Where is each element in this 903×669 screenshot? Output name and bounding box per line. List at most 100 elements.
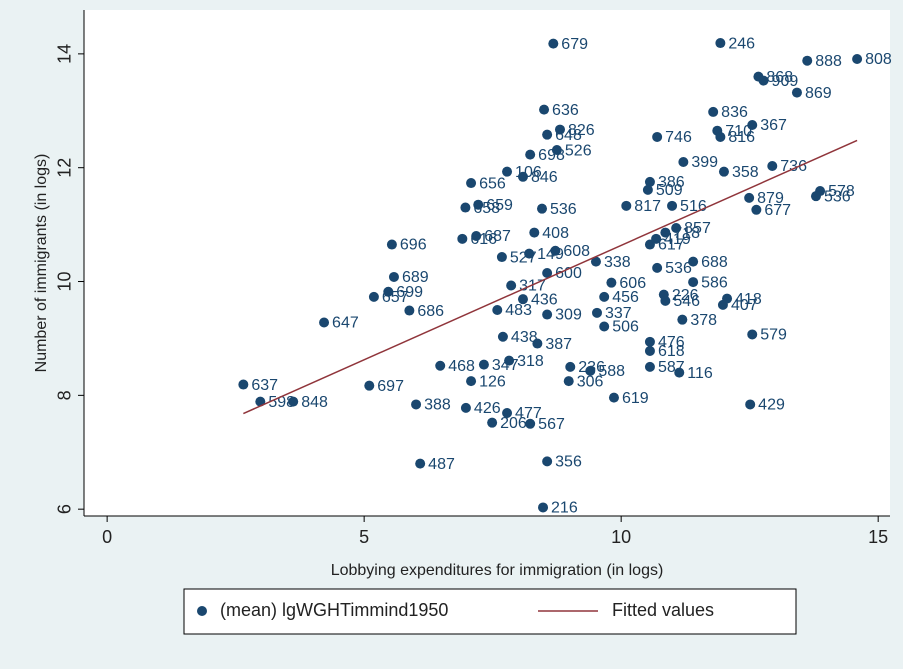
point bbox=[660, 295, 671, 306]
point-label: 586 bbox=[701, 274, 728, 291]
point-label: 546 bbox=[673, 293, 700, 310]
point bbox=[504, 355, 515, 366]
point-label: 808 bbox=[865, 51, 892, 68]
point bbox=[852, 53, 863, 64]
point-label: 386 bbox=[658, 174, 685, 191]
point-label: 536 bbox=[824, 188, 851, 205]
point bbox=[404, 305, 415, 316]
point bbox=[671, 223, 682, 234]
point bbox=[551, 145, 562, 156]
point-label: 306 bbox=[577, 373, 604, 390]
point-label: 888 bbox=[815, 53, 842, 70]
legend-label: Fitted values bbox=[612, 600, 714, 620]
point-label: 356 bbox=[555, 454, 582, 471]
point-label: 338 bbox=[604, 254, 631, 271]
point bbox=[388, 271, 399, 282]
point bbox=[457, 233, 468, 244]
point bbox=[471, 230, 482, 241]
point-label: 399 bbox=[691, 154, 718, 171]
point bbox=[502, 407, 513, 418]
point bbox=[525, 418, 536, 429]
point bbox=[435, 360, 446, 371]
point bbox=[525, 149, 536, 160]
point-label: 509 bbox=[656, 182, 683, 199]
point-label: 536 bbox=[665, 260, 692, 277]
point-label: 600 bbox=[555, 265, 582, 282]
point bbox=[644, 361, 655, 372]
point-label: 388 bbox=[424, 397, 451, 414]
point-label: 816 bbox=[728, 129, 755, 146]
point bbox=[565, 361, 576, 372]
point-label: 588 bbox=[598, 363, 625, 380]
point bbox=[791, 87, 802, 98]
point-label: 477 bbox=[515, 405, 542, 422]
point-label: 817 bbox=[634, 198, 661, 215]
point-label: 699 bbox=[396, 284, 423, 301]
point bbox=[550, 245, 561, 256]
point bbox=[524, 248, 535, 259]
point bbox=[542, 129, 553, 140]
y-tick-label: 14 bbox=[55, 44, 75, 64]
point-label: 686 bbox=[417, 303, 444, 320]
point bbox=[460, 202, 471, 213]
point bbox=[651, 233, 662, 244]
point bbox=[644, 345, 655, 356]
point-label: 429 bbox=[758, 397, 785, 414]
point bbox=[411, 399, 422, 410]
point bbox=[563, 376, 574, 387]
point-label: 456 bbox=[612, 289, 639, 306]
legend-swatch bbox=[197, 606, 207, 616]
point bbox=[722, 293, 733, 304]
point-label: 697 bbox=[377, 378, 404, 395]
point-label: 618 bbox=[658, 343, 685, 360]
point-label: 677 bbox=[764, 202, 791, 219]
point bbox=[529, 227, 540, 238]
point-label: 206 bbox=[500, 415, 527, 432]
point bbox=[660, 227, 671, 238]
point bbox=[532, 338, 543, 349]
point bbox=[473, 199, 484, 210]
point-label: 619 bbox=[622, 390, 649, 407]
point-label: 608 bbox=[563, 243, 590, 260]
point bbox=[478, 359, 489, 370]
point bbox=[708, 106, 719, 117]
point bbox=[642, 184, 653, 195]
point bbox=[715, 131, 726, 142]
point bbox=[715, 38, 726, 49]
point bbox=[747, 120, 758, 131]
point-label: 116 bbox=[687, 365, 713, 382]
point-label: 226 bbox=[672, 287, 699, 304]
point bbox=[621, 200, 632, 211]
y-tick-label: 8 bbox=[55, 390, 75, 400]
point bbox=[383, 286, 394, 297]
point-label: 659 bbox=[486, 197, 513, 214]
point bbox=[667, 200, 678, 211]
point-label: 648 bbox=[555, 127, 582, 144]
point bbox=[608, 392, 619, 403]
point-label: 598 bbox=[268, 394, 295, 411]
point-label: 857 bbox=[684, 220, 711, 237]
point bbox=[487, 417, 498, 428]
point-label: 578 bbox=[828, 183, 855, 200]
point bbox=[718, 166, 729, 177]
point bbox=[460, 402, 471, 413]
point-label: 679 bbox=[561, 36, 588, 53]
point bbox=[506, 280, 517, 291]
point bbox=[678, 157, 689, 168]
point bbox=[537, 203, 548, 214]
point-label: 617 bbox=[658, 237, 685, 254]
point-label: 579 bbox=[760, 327, 787, 344]
point bbox=[238, 379, 249, 390]
point bbox=[744, 192, 755, 203]
x-tick-label: 0 bbox=[102, 527, 112, 547]
point bbox=[674, 367, 685, 378]
point bbox=[368, 291, 379, 302]
point-label: 846 bbox=[531, 169, 558, 186]
point-label: 657 bbox=[382, 289, 409, 306]
point-label: 367 bbox=[760, 117, 787, 134]
point-label: 536 bbox=[550, 201, 577, 218]
point bbox=[542, 456, 553, 467]
point bbox=[539, 104, 550, 115]
